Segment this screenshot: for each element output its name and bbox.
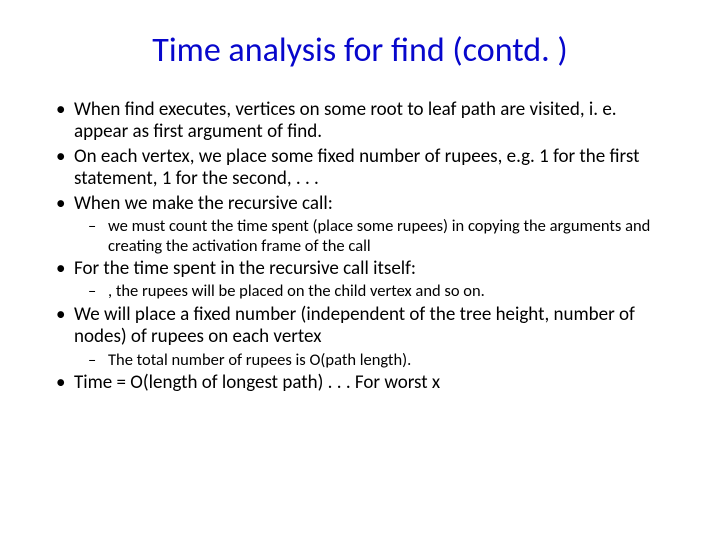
sub-bullet-list: , the rupees will be placed on the child… [74,282,670,301]
bullet-text: When we make the recursive call: [74,192,333,215]
bullet-text: For the time spent in the recursive call… [74,257,416,280]
sub-bullet-item: we must count the time spent (place some… [82,217,670,256]
bullet-list: When find executes, vertices on some roo… [50,99,670,395]
sub-bullet-item: , the rupees will be placed on the child… [82,282,670,301]
bullet-text: We will place a fixed number (independen… [74,303,635,348]
sub-bullet-item: The total number of rupees is O(path len… [82,351,670,370]
sub-bullet-text: we must count the time spent (place some… [108,216,650,255]
bullet-text: Time = O(length of longest path) . . . F… [74,371,440,394]
bullet-item: Time = O(length of longest path) . . . F… [50,372,670,394]
bullet-text: On each vertex, we place some fixed numb… [74,145,639,190]
bullet-item: We will place a fixed number (independen… [50,304,670,370]
bullet-item: On each vertex, we place some fixed numb… [50,146,670,191]
sub-bullet-text: , the rupees will be placed on the child… [108,281,485,301]
slide-title: Time analysis for find (contd. ) [50,30,670,71]
bullet-item: When find executes, vertices on some roo… [50,99,670,144]
bullet-text: When find executes, vertices on some roo… [74,98,617,143]
bullet-item: When we make the recursive call: we must… [50,193,670,256]
sub-bullet-list: we must count the time spent (place some… [74,217,670,256]
sub-bullet-list: The total number of rupees is O(path len… [74,351,670,370]
bullet-item: For the time spent in the recursive call… [50,258,670,302]
slide-container: Time analysis for find (contd. ) When fi… [0,0,720,540]
sub-bullet-text: The total number of rupees is O(path len… [108,350,411,370]
